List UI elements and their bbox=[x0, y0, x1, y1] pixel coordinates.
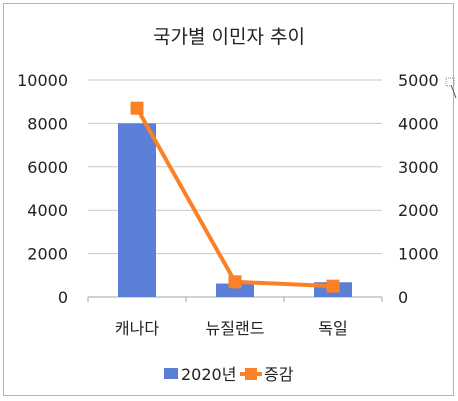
legend: 2020년 증감 bbox=[164, 365, 294, 384]
legend-swatch-marker bbox=[245, 368, 257, 380]
y-right-tick-label: 2000 bbox=[398, 201, 439, 220]
y-left-tick-label: 4000 bbox=[27, 201, 68, 220]
x-tick-label: 독일 bbox=[318, 319, 347, 338]
line-marker bbox=[130, 101, 144, 115]
axes bbox=[87, 296, 383, 302]
chart-title: 국가별 이민자 추이 bbox=[153, 26, 305, 48]
tick-labels: 0 0 2000 1000 4000 2000 6000 3000 8000 4000 10000 5… bbox=[17, 71, 439, 338]
bar bbox=[216, 283, 254, 297]
y-right-tick-label: 5000 bbox=[398, 71, 439, 90]
legend-label-bar: 2020년 bbox=[181, 365, 236, 384]
y-left-tick-label: 6000 bbox=[27, 158, 68, 177]
bars bbox=[118, 123, 352, 298]
series-line bbox=[135, 107, 334, 289]
y-left-tick-label: 0 bbox=[58, 288, 68, 307]
legend-label-line: 증감 bbox=[264, 365, 294, 384]
x-tick-label: 캐나다 bbox=[115, 319, 159, 338]
chart-frame bbox=[3, 3, 454, 396]
y-right-tick-label: 3000 bbox=[398, 158, 439, 177]
y-left-tick-label: 10000 bbox=[17, 71, 68, 90]
y-left-tick-label: 2000 bbox=[27, 245, 68, 264]
legend-swatch-bar bbox=[164, 368, 178, 379]
y-right-tick-label: 0 bbox=[398, 288, 408, 307]
x-tick-label: 뉴질랜드 bbox=[206, 319, 265, 338]
bar bbox=[118, 123, 156, 298]
y-left-tick-label: 8000 bbox=[27, 114, 68, 133]
y-right-tick-label: 1000 bbox=[398, 245, 439, 264]
line-marker bbox=[228, 275, 242, 289]
line-series bbox=[130, 101, 340, 293]
y-right-tick-label: 4000 bbox=[398, 114, 439, 133]
resize-handle-icon[interactable] bbox=[445, 77, 457, 99]
line-marker bbox=[326, 279, 340, 293]
